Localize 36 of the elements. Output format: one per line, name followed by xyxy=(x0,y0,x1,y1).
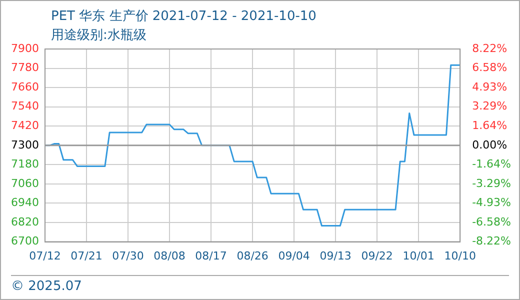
text: © 2025.07 xyxy=(11,275,509,294)
x-tick-label: 07/30 xyxy=(112,249,144,262)
y2-tick-label: 4.93% xyxy=(472,80,508,94)
y2-tick-label: -1.64% xyxy=(472,157,512,170)
y2-tick-label: -6.58% xyxy=(472,215,512,228)
x-tick-label: 09/13 xyxy=(320,249,352,262)
y2-tick-label: 3.29% xyxy=(472,100,508,113)
y2-tick-label: -4.93% xyxy=(472,196,512,210)
x-tick-label: 08/17 xyxy=(195,249,227,262)
y-tick-label: 7420 xyxy=(10,118,39,132)
y-tick-label: 7180 xyxy=(10,158,39,171)
y2-tick-label: 1.64% xyxy=(472,119,508,132)
y2-tick-label: 0.00% xyxy=(472,138,508,152)
y2-tick-label: 8.22% xyxy=(472,42,508,55)
y2-tick-label: -8.22% xyxy=(472,234,512,248)
x-tick-label: 09/04 xyxy=(278,249,310,262)
y-tick-label: 7060 xyxy=(10,176,39,190)
y-tick-label: 7540 xyxy=(10,100,39,113)
y2-tick-label: -3.29% xyxy=(472,176,512,190)
y-tick-label: 7300 xyxy=(10,138,39,152)
x-tick-label: 09/22 xyxy=(361,249,393,262)
x-tick-label: 08/26 xyxy=(236,249,268,262)
x-tick-label: 07/21 xyxy=(70,249,102,262)
y-tick-label: 7900 xyxy=(10,42,39,55)
y-tick-label: 6700 xyxy=(10,234,39,248)
chart-subtitle: 用途级别:水瓶级 xyxy=(51,27,146,44)
y2-tick-label: 6.58% xyxy=(472,61,508,74)
x-tick-label: 08/08 xyxy=(154,249,186,262)
x-tick-label: 10/10 xyxy=(444,249,476,262)
y-tick-label: 6940 xyxy=(10,196,39,210)
y-tick-label: 7780 xyxy=(10,61,39,74)
x-tick-label: 07/12 xyxy=(29,249,61,262)
x-tick-label: 10/01 xyxy=(402,249,434,262)
chart-title: PET 华东 生产价 2021-07-12 - 2021-10-10 xyxy=(51,8,316,25)
y-tick-label: 7660 xyxy=(10,80,39,94)
y-tick-label: 6820 xyxy=(10,215,39,228)
